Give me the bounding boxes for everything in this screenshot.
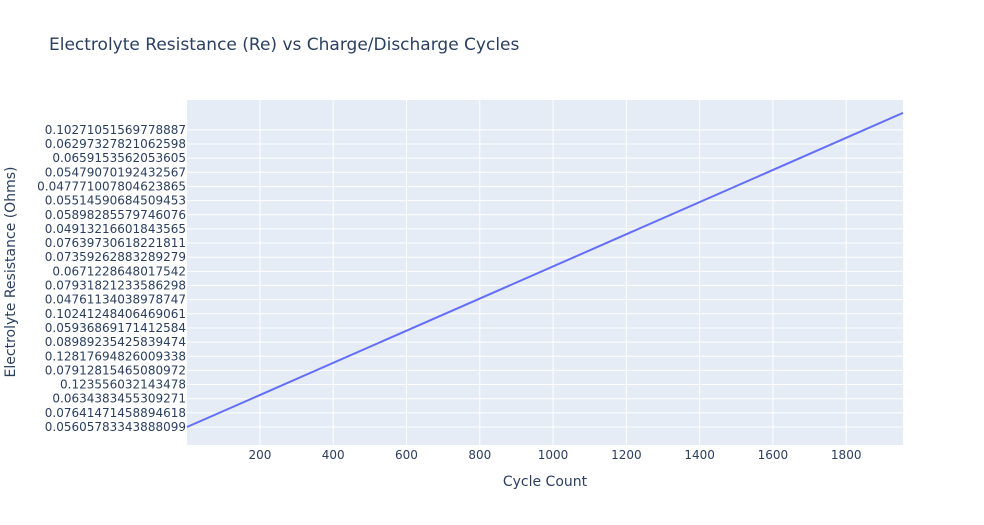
y-tick-label: 0.05479070192432567: [45, 165, 186, 179]
x-tick-label: 200: [248, 448, 271, 462]
y-tick-label: 0.07641471458894618: [45, 406, 186, 420]
y-tick-label: 0.05514590684509453: [45, 194, 186, 208]
y-tick-label: 0.0671228648017542: [52, 264, 186, 278]
y-gridlines: [187, 129, 903, 428]
y-tick-label: 0.10271051569778887: [45, 123, 186, 137]
x-tick-label: 1600: [758, 448, 789, 462]
y-tick-label: 0.05605783343888099: [45, 420, 186, 434]
y-tick-label: 0.05898285579746076: [45, 208, 186, 222]
y-axis-label: Electrolyte Resistance (Ohms): [3, 167, 19, 378]
chart-title: Electrolyte Resistance (Re) vs Charge/Di…: [49, 35, 520, 55]
y-tick-label: 0.04761134038978747: [45, 293, 186, 307]
y-tick-label: 0.07912815465080972: [45, 363, 186, 377]
y-tick-label: 0.07639730618221811: [45, 236, 186, 250]
y-tick-label: 0.05936869171412584: [45, 321, 186, 335]
y-tick-label: 0.0634383455309271: [52, 392, 186, 406]
plot-area: [187, 100, 903, 445]
x-axis-label: Cycle Count: [503, 474, 588, 490]
x-tick-label: 800: [468, 448, 491, 462]
x-gridlines: [259, 100, 847, 445]
y-tick-label: 0.08989235425839474: [45, 335, 186, 349]
y-tick-labels: 0.056057833438880990.076414714588946180.…: [37, 123, 186, 434]
y-tick-label: 0.06297327821062598: [45, 137, 186, 151]
y-tick-label: 0.0659153562053605: [52, 151, 186, 165]
x-tick-label: 1200: [611, 448, 642, 462]
y-tick-label: 0.047771007804623865: [37, 179, 186, 193]
y-tick-label: 0.12817694826009338: [45, 349, 186, 363]
y-tick-label: 0.07931821233586298: [45, 279, 186, 293]
x-tick-label: 400: [322, 448, 345, 462]
x-tick-label: 600: [395, 448, 418, 462]
x-tick-label: 1000: [538, 448, 569, 462]
y-tick-label: 0.04913216601843565: [45, 222, 186, 236]
y-tick-label: 0.07359262883289279: [45, 250, 186, 264]
x-tick-labels: 200 400 600 800 1000 1200 1400 1600 1800: [248, 448, 861, 462]
series-line: [186, 111, 904, 428]
y-tick-label: 0.10241248406469061: [45, 307, 186, 321]
y-tick-label: 0.123556032143478: [60, 378, 186, 392]
series-group: [186, 111, 904, 428]
x-tick-label: 1800: [831, 448, 862, 462]
x-tick-label: 1400: [684, 448, 715, 462]
